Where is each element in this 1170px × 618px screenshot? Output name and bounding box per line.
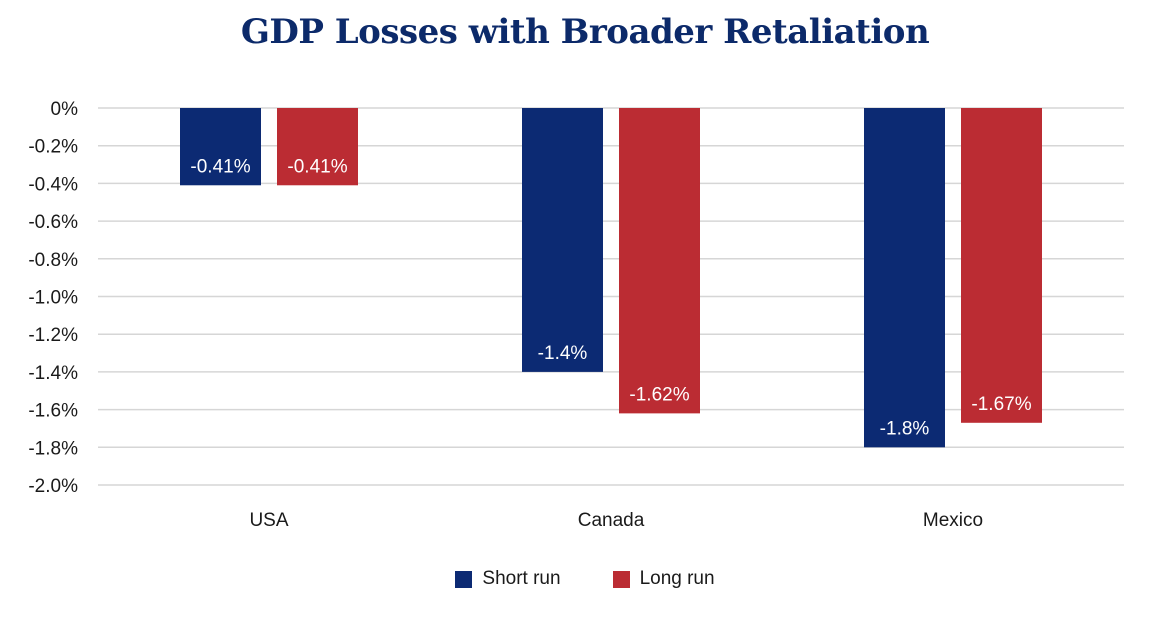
y-tick-label: -0.6% — [28, 212, 78, 233]
y-tick-label: -1.8% — [28, 438, 78, 459]
y-tick-label: -1.0% — [28, 288, 78, 309]
bar-long-run-mexico — [961, 108, 1042, 423]
data-label: -0.41% — [287, 156, 347, 177]
bar-long-run-usa — [277, 108, 358, 186]
data-labels: -0.41% -0.41% -1.4% -1.62% -1.8% -1.67% — [190, 156, 1031, 439]
y-tick-label: 0% — [51, 99, 79, 120]
legend-item-short-run: Short run — [455, 568, 561, 590]
bar-short-run-canada — [522, 108, 603, 372]
x-tick-label: USA — [249, 510, 288, 531]
y-tick-label: -1.4% — [28, 363, 78, 384]
legend-label-long-run: Long run — [639, 568, 715, 589]
legend-label-short-run: Short run — [482, 568, 561, 589]
data-label: -1.67% — [971, 394, 1031, 415]
bars — [180, 108, 1042, 448]
y-tick-label: -1.6% — [28, 401, 78, 422]
y-tick-label: -0.2% — [28, 137, 78, 158]
chart-legend: Short run Long run — [0, 568, 1170, 590]
bar-short-run-mexico — [864, 108, 945, 448]
y-tick-label: -0.8% — [28, 250, 78, 271]
data-label: -1.4% — [538, 343, 588, 364]
data-label: -0.41% — [190, 156, 250, 177]
bar-short-run-usa — [180, 108, 261, 186]
x-tick-label: Canada — [578, 510, 645, 531]
y-tick-label: -1.2% — [28, 325, 78, 346]
data-label: -1.62% — [629, 384, 689, 405]
y-tick-label: -2.0% — [28, 476, 78, 497]
legend-swatch-short-run — [455, 570, 473, 588]
chart-title: GDP Losses with Broader Retaliation — [240, 12, 930, 52]
legend-item-long-run: Long run — [612, 568, 715, 590]
gridlines — [98, 107, 1124, 486]
x-axis-tick-labels: USA Canada Mexico — [249, 510, 983, 531]
legend-swatch-long-run — [612, 570, 630, 588]
bar-long-run-canada — [619, 108, 700, 414]
x-tick-label: Mexico — [923, 510, 983, 531]
data-label: -1.8% — [880, 418, 930, 439]
y-tick-label: -0.4% — [28, 174, 78, 195]
y-axis-tick-labels: 0% -0.2% -0.4% -0.6% -0.8% -1.0% -1.2% -1.4% -1.… — [28, 99, 78, 497]
